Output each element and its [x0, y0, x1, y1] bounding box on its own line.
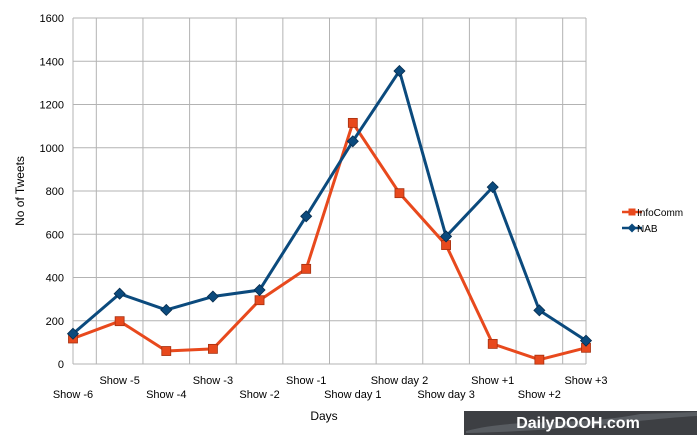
x-axis-title: Days [310, 409, 337, 423]
x-tick-label: Show +1 [471, 375, 514, 387]
data-point-infocomm [534, 354, 545, 365]
y-tick-label: 800 [46, 186, 64, 198]
watermark-swoosh [466, 412, 697, 433]
y-tick-label: 1600 [40, 13, 64, 25]
x-tick-label: Show -5 [99, 375, 139, 387]
x-tick-label: Show -1 [286, 375, 326, 387]
x-tick-label: Show -4 [146, 389, 186, 401]
data-point-infocomm [394, 188, 405, 199]
legend-marker [627, 223, 637, 233]
data-point-nab [440, 230, 453, 243]
data-point-nab [113, 287, 126, 300]
data-point-infocomm [208, 343, 218, 354]
y-tick-label: 600 [46, 229, 64, 241]
series-lines [71, 69, 588, 362]
y-tick-label: 200 [46, 316, 64, 328]
y-tick-label: 1400 [40, 56, 64, 68]
x-tick-label: Show day 1 [324, 389, 381, 401]
y-tick-label: 1200 [40, 100, 64, 112]
data-point-nab [579, 334, 593, 347]
legend: InfoComm NAB [622, 208, 683, 235]
legend-label: InfoComm [637, 208, 683, 219]
data-point-nab [300, 210, 313, 223]
data-point-infocomm [301, 263, 312, 274]
watermark-text: DailyDOOH.com [516, 415, 640, 432]
series-line-nab [71, 69, 588, 343]
data-point-infocomm [487, 338, 498, 349]
data-point-infocomm [114, 316, 125, 327]
gridlines [72, 17, 587, 365]
x-tick-label: Show +2 [518, 389, 561, 401]
data-point-nab [160, 303, 173, 317]
x-tick-label: Show day 3 [417, 389, 474, 401]
x-tick-label: Show day 2 [371, 375, 428, 387]
data-point-nab [206, 290, 219, 303]
legend-marker [628, 208, 636, 216]
x-tick-labels: Show -6 Show -5 Show -4 Show -3 Show -2 Show … [53, 375, 608, 401]
y-tick-labels: 0 200 400 600 800 1000 1200 1400 1600 [40, 13, 64, 371]
watermark-logo: DailyDOOH.com [464, 411, 697, 435]
x-tick-label: Show -2 [239, 389, 279, 401]
legend-label: NAB [637, 224, 658, 235]
data-point-nab [486, 181, 499, 194]
data-point-nab [533, 304, 546, 317]
data-point-nab [393, 64, 406, 78]
data-point-nab [346, 135, 359, 148]
data-point-infocomm [347, 117, 358, 128]
x-tick-label: Show -3 [193, 375, 233, 387]
data-point-infocomm [161, 346, 172, 356]
series-markers [66, 64, 593, 365]
data-point-nab [66, 327, 80, 340]
series-line-infocomm [71, 121, 588, 362]
data-point-nab [253, 283, 266, 297]
x-tick-label: Show -6 [53, 389, 93, 401]
y-axis-title: No of Tweets [13, 156, 27, 226]
x-tick-label: Show +3 [564, 375, 607, 387]
y-tick-label: 0 [58, 359, 64, 371]
data-point-infocomm [254, 295, 265, 306]
y-tick-label: 1000 [40, 143, 64, 155]
y-tick-label: 400 [46, 273, 64, 285]
